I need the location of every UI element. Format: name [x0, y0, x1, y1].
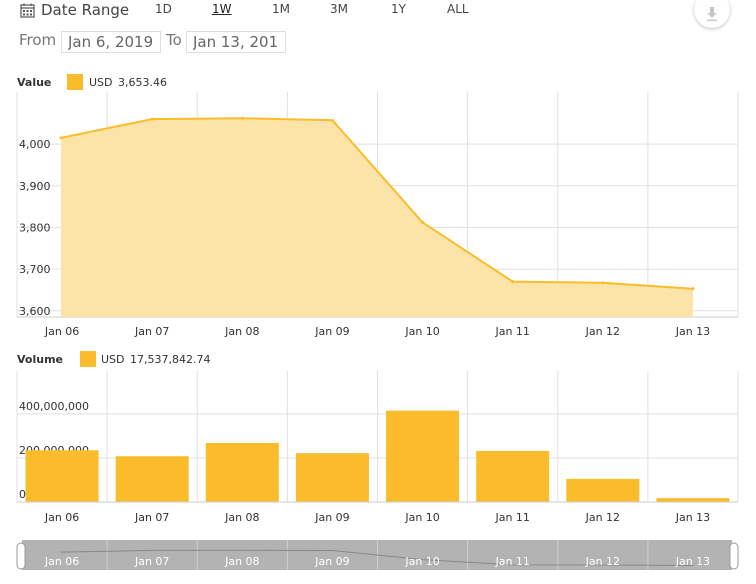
range-button-1d[interactable]: 1D — [155, 2, 172, 16]
to-label: To — [166, 31, 182, 49]
volume-xtick-label: Jan 10 — [404, 511, 439, 524]
range-button-all[interactable]: ALL — [447, 2, 469, 16]
from-label: From — [19, 31, 57, 49]
volume-legend-currency: USD — [101, 353, 125, 366]
volume-xtick-label: Jan 11 — [494, 511, 529, 524]
value-ytick-label: 3,800 — [19, 221, 51, 234]
value-xtick-label: Jan 08 — [224, 325, 259, 338]
download-icon — [707, 7, 717, 22]
value-data-point — [240, 116, 244, 120]
calendar-icon — [20, 3, 35, 18]
volume-xtick-label: Jan 06 — [44, 511, 79, 524]
toolbar: Date Range 1D 1W 1M 3M 1Y ALL — [0, 0, 756, 28]
volume-legend-value: 17,537,842.74 — [130, 353, 210, 366]
value-ytick-label: 3,700 — [19, 263, 51, 276]
value-data-point — [601, 281, 605, 285]
navigator-label: Jan 11 — [494, 555, 529, 568]
value-data-point — [691, 287, 695, 291]
navigator-label: Jan 09 — [314, 555, 349, 568]
value-xtick-label: Jan 13 — [675, 325, 710, 338]
navigator-left-handle[interactable] — [16, 542, 26, 570]
range-button-3m[interactable]: 3M — [330, 2, 348, 16]
range-button-1y[interactable]: 1Y — [391, 2, 406, 16]
value-data-point — [59, 136, 63, 140]
value-data-point — [511, 280, 515, 284]
volume-bar — [115, 456, 189, 502]
volume-xtick-label: Jan 12 — [585, 511, 620, 524]
value-area-fill — [61, 118, 693, 317]
range-button-1m[interactable]: 1M — [272, 2, 290, 16]
value-legend-swatch — [67, 74, 83, 90]
value-legend-currency: USD — [89, 76, 113, 89]
value-data-point — [330, 118, 334, 122]
navigator-label: Jan 12 — [585, 555, 620, 568]
volume-xtick-label: Jan 07 — [134, 511, 169, 524]
navigator-label: Jan 07 — [134, 555, 169, 568]
volume-xtick-label: Jan 08 — [224, 511, 259, 524]
value-series-line — [60, 117, 694, 290]
volume-xtick-label: Jan 13 — [675, 511, 710, 524]
range-button-1w[interactable]: 1W — [212, 2, 232, 16]
navigator-label: Jan 06 — [44, 555, 79, 568]
value-ytick-label: 3,600 — [19, 305, 51, 318]
value-data-point — [150, 117, 154, 121]
navigator-label: Jan 08 — [224, 555, 259, 568]
volume-bar — [295, 453, 369, 502]
volume-bar — [476, 450, 550, 502]
navigator-label: Jan 13 — [675, 555, 710, 568]
volume-ytick-label: 400,000,000 — [19, 400, 89, 413]
value-xtick-label: Jan 12 — [585, 325, 620, 338]
volume-ytick-label: 0 — [19, 488, 26, 501]
navigator-series-line — [60, 549, 693, 566]
volume-xtick-label: Jan 09 — [314, 511, 349, 524]
value-ytick-label: 3,900 — [19, 180, 51, 193]
volume-bar — [656, 498, 730, 502]
volume-bar — [386, 410, 460, 502]
date-range-header: Date Range — [20, 1, 129, 19]
volume-bar — [566, 478, 640, 502]
navigator-label: Jan 10 — [404, 555, 439, 568]
value-xtick-label: Jan 09 — [314, 325, 349, 338]
from-date-input[interactable] — [61, 31, 161, 53]
value-legend-value: 3,653.46 — [118, 76, 167, 89]
volume-bar — [205, 442, 279, 502]
value-xtick-label: Jan 06 — [44, 325, 79, 338]
value-ytick-label: 4,000 — [19, 138, 51, 151]
date-range-label: Date Range — [41, 1, 130, 19]
value-chart-title: Value — [17, 76, 51, 89]
volume-chart-title: Volume — [17, 353, 63, 366]
volume-bar — [25, 450, 99, 502]
value-xtick-label: Jan 07 — [134, 325, 169, 338]
value-xtick-label: Jan 10 — [404, 325, 439, 338]
value-data-point — [421, 220, 425, 224]
to-date-input[interactable] — [186, 31, 286, 53]
navigator-right-handle[interactable] — [729, 542, 739, 570]
volume-legend-swatch — [80, 351, 96, 367]
download-button[interactable] — [694, 0, 730, 28]
value-xtick-label: Jan 11 — [494, 325, 529, 338]
